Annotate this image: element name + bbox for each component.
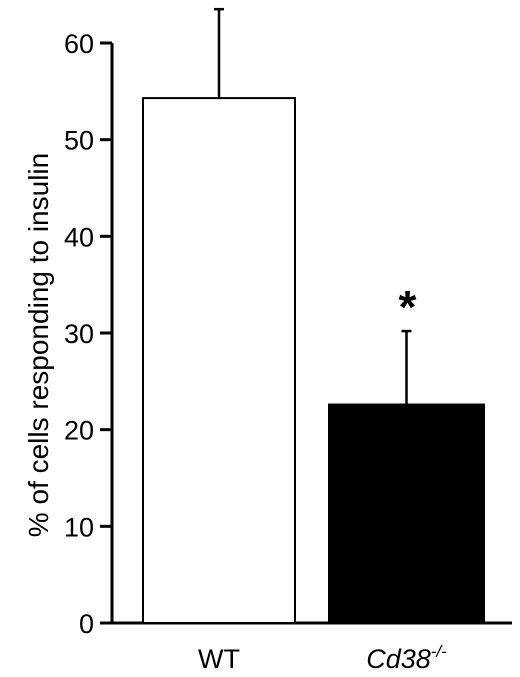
y-tick-label: 0 bbox=[79, 609, 94, 639]
y-axis-label: % of cells responding to insulin bbox=[23, 153, 54, 537]
x-tick-label-text: WT bbox=[198, 644, 240, 674]
y-tick-label: 50 bbox=[64, 126, 94, 156]
significance-asterisk: * bbox=[399, 281, 417, 333]
error-bars bbox=[214, 7, 412, 405]
x-tick-label: WT bbox=[198, 644, 240, 674]
y-tick-label: 20 bbox=[64, 416, 94, 446]
x-tick-label-text: Cd38 bbox=[366, 644, 431, 674]
bar-cd38 bbox=[328, 403, 485, 624]
y-tick-label: 40 bbox=[64, 222, 94, 252]
y-tick-label: 60 bbox=[64, 29, 94, 59]
bars bbox=[142, 97, 485, 625]
bar-wt bbox=[142, 97, 296, 625]
y-tick-label: 30 bbox=[64, 319, 94, 349]
x-tick-label: Cd38-/- bbox=[366, 642, 447, 674]
x-tick-labels: WT Cd38-/- bbox=[198, 642, 447, 674]
annotations: * bbox=[399, 281, 417, 333]
y-tick-label: 10 bbox=[64, 512, 94, 542]
x-tick-label-superscript: -/- bbox=[431, 642, 447, 661]
